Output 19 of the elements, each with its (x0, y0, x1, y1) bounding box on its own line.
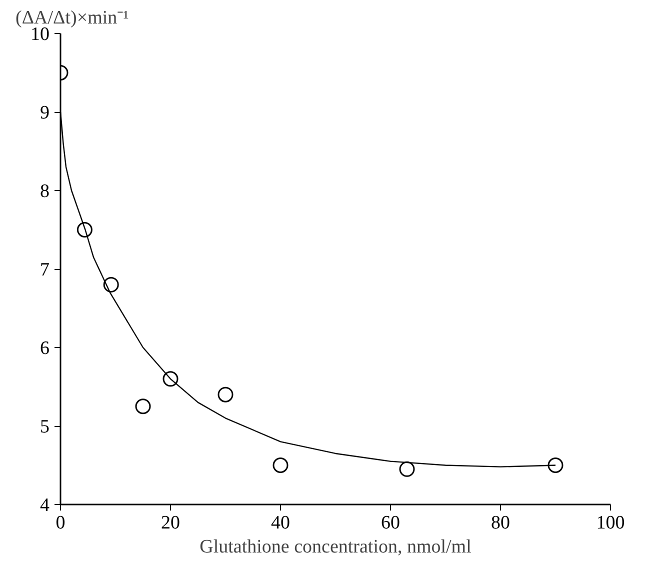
x-tick-label: 40 (271, 512, 290, 534)
y-tick-label: 4 (40, 495, 50, 516)
y-tick-label: 7 (40, 260, 50, 280)
y-tick-label: 5 (40, 416, 50, 438)
point (399, 461, 415, 477)
y-tick-label: 8 (40, 181, 50, 202)
y-tick-label: 6 (40, 338, 50, 359)
point (135, 398, 151, 414)
x-tick-label: 60 (381, 512, 400, 534)
point (218, 386, 234, 402)
point (548, 458, 564, 473)
point (103, 276, 119, 292)
x-tick-label: 100 (596, 512, 625, 534)
x-tick-label: 0 (56, 512, 66, 534)
x-tick-label: 20 (161, 512, 180, 534)
y-tick-label: 9 (40, 102, 50, 124)
x-tick-label: 80 (491, 512, 510, 534)
x-axis-title: Glutathione concentration, nmol/ml (200, 536, 472, 558)
point (272, 458, 288, 473)
